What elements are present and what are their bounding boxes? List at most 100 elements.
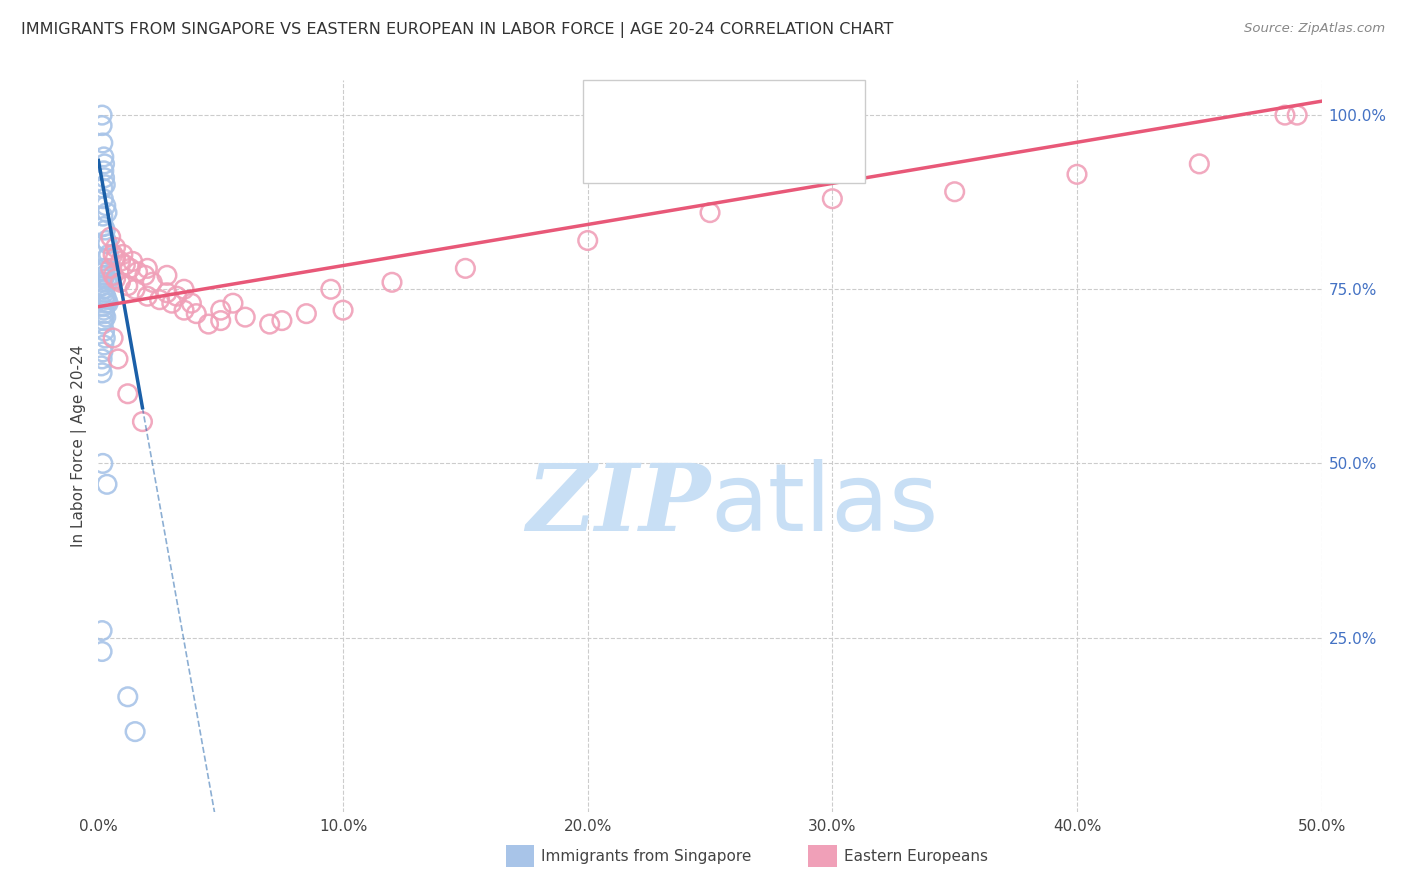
Point <box>259 317 281 331</box>
Point <box>124 282 146 296</box>
Point <box>114 258 136 272</box>
Point <box>94 289 117 303</box>
Text: Eastern Europeans: Eastern Europeans <box>844 849 987 863</box>
Point <box>209 313 232 327</box>
Point <box>96 296 118 310</box>
Point <box>96 251 118 265</box>
Point <box>173 282 195 296</box>
Point <box>117 386 139 401</box>
Point <box>91 119 114 133</box>
Point <box>141 275 163 289</box>
Point <box>381 275 404 289</box>
Point <box>91 457 114 471</box>
Point <box>117 690 139 704</box>
Point <box>91 282 114 296</box>
Y-axis label: In Labor Force | Age 20-24: In Labor Force | Age 20-24 <box>72 345 87 547</box>
Point <box>93 157 115 171</box>
Point <box>222 296 245 310</box>
Point <box>107 351 129 366</box>
Point <box>943 185 966 199</box>
Point <box>1188 157 1211 171</box>
Point <box>93 313 115 327</box>
Text: IMMIGRANTS FROM SINGAPORE VS EASTERN EUROPEAN IN LABOR FORCE | AGE 20-24 CORRELA: IMMIGRANTS FROM SINGAPORE VS EASTERN EUR… <box>21 22 893 38</box>
Point <box>96 272 118 286</box>
Point <box>91 192 114 206</box>
Point <box>93 150 115 164</box>
Point <box>104 240 127 254</box>
Point <box>93 338 115 352</box>
Point <box>96 205 118 219</box>
Point <box>180 296 202 310</box>
Point <box>91 345 114 359</box>
Point <box>233 310 256 325</box>
Point <box>134 268 156 283</box>
Point <box>93 219 115 234</box>
Point <box>93 303 115 318</box>
Point <box>91 108 114 122</box>
Point <box>100 230 122 244</box>
Point <box>104 251 127 265</box>
Point <box>110 275 132 289</box>
Point <box>93 307 115 321</box>
Point <box>270 313 294 327</box>
Point <box>91 181 114 195</box>
Point <box>91 136 114 150</box>
Point <box>91 261 114 276</box>
Text: atlas: atlas <box>710 458 938 550</box>
Point <box>699 205 721 219</box>
Point <box>156 268 179 283</box>
Point <box>166 289 188 303</box>
Point <box>94 331 117 345</box>
Point <box>131 415 153 429</box>
Point <box>1274 108 1296 122</box>
Point <box>97 275 120 289</box>
Point <box>101 268 124 283</box>
Point <box>91 209 114 223</box>
Point <box>93 265 115 279</box>
Point <box>124 724 146 739</box>
Point <box>136 261 159 276</box>
Text: R = -0.349   N = 56: R = -0.349 N = 56 <box>637 98 827 116</box>
Point <box>93 170 115 185</box>
Point <box>94 289 117 303</box>
Point <box>94 223 117 237</box>
Point <box>91 317 114 331</box>
Point <box>110 254 132 268</box>
Point <box>104 272 127 286</box>
Text: ZIP: ZIP <box>526 459 710 549</box>
Point <box>90 359 112 373</box>
Point <box>96 293 118 307</box>
Point <box>121 254 143 268</box>
Point <box>319 282 342 296</box>
Point <box>197 317 219 331</box>
Point <box>91 278 114 293</box>
Point <box>101 331 124 345</box>
Point <box>1286 108 1309 122</box>
Point <box>91 366 114 380</box>
Point <box>454 261 477 276</box>
Point <box>97 296 120 310</box>
Point <box>94 178 117 192</box>
Point <box>93 324 115 338</box>
Point <box>97 247 120 261</box>
Point <box>209 303 232 318</box>
Point <box>97 237 120 252</box>
Text: Source: ZipAtlas.com: Source: ZipAtlas.com <box>1244 22 1385 36</box>
Point <box>156 285 179 300</box>
Point <box>332 303 354 318</box>
Text: R =  0.514   N = 53: R = 0.514 N = 53 <box>637 141 827 159</box>
Point <box>94 310 117 325</box>
Point <box>101 247 124 261</box>
Point <box>96 477 118 491</box>
Point <box>576 234 599 248</box>
Text: Immigrants from Singapore: Immigrants from Singapore <box>541 849 752 863</box>
Point <box>173 303 195 318</box>
Point <box>94 199 117 213</box>
Point <box>295 307 318 321</box>
Point <box>91 644 114 658</box>
Point <box>127 265 149 279</box>
Point <box>94 261 117 276</box>
Point <box>160 296 183 310</box>
Point <box>91 624 114 638</box>
Point <box>91 351 114 366</box>
